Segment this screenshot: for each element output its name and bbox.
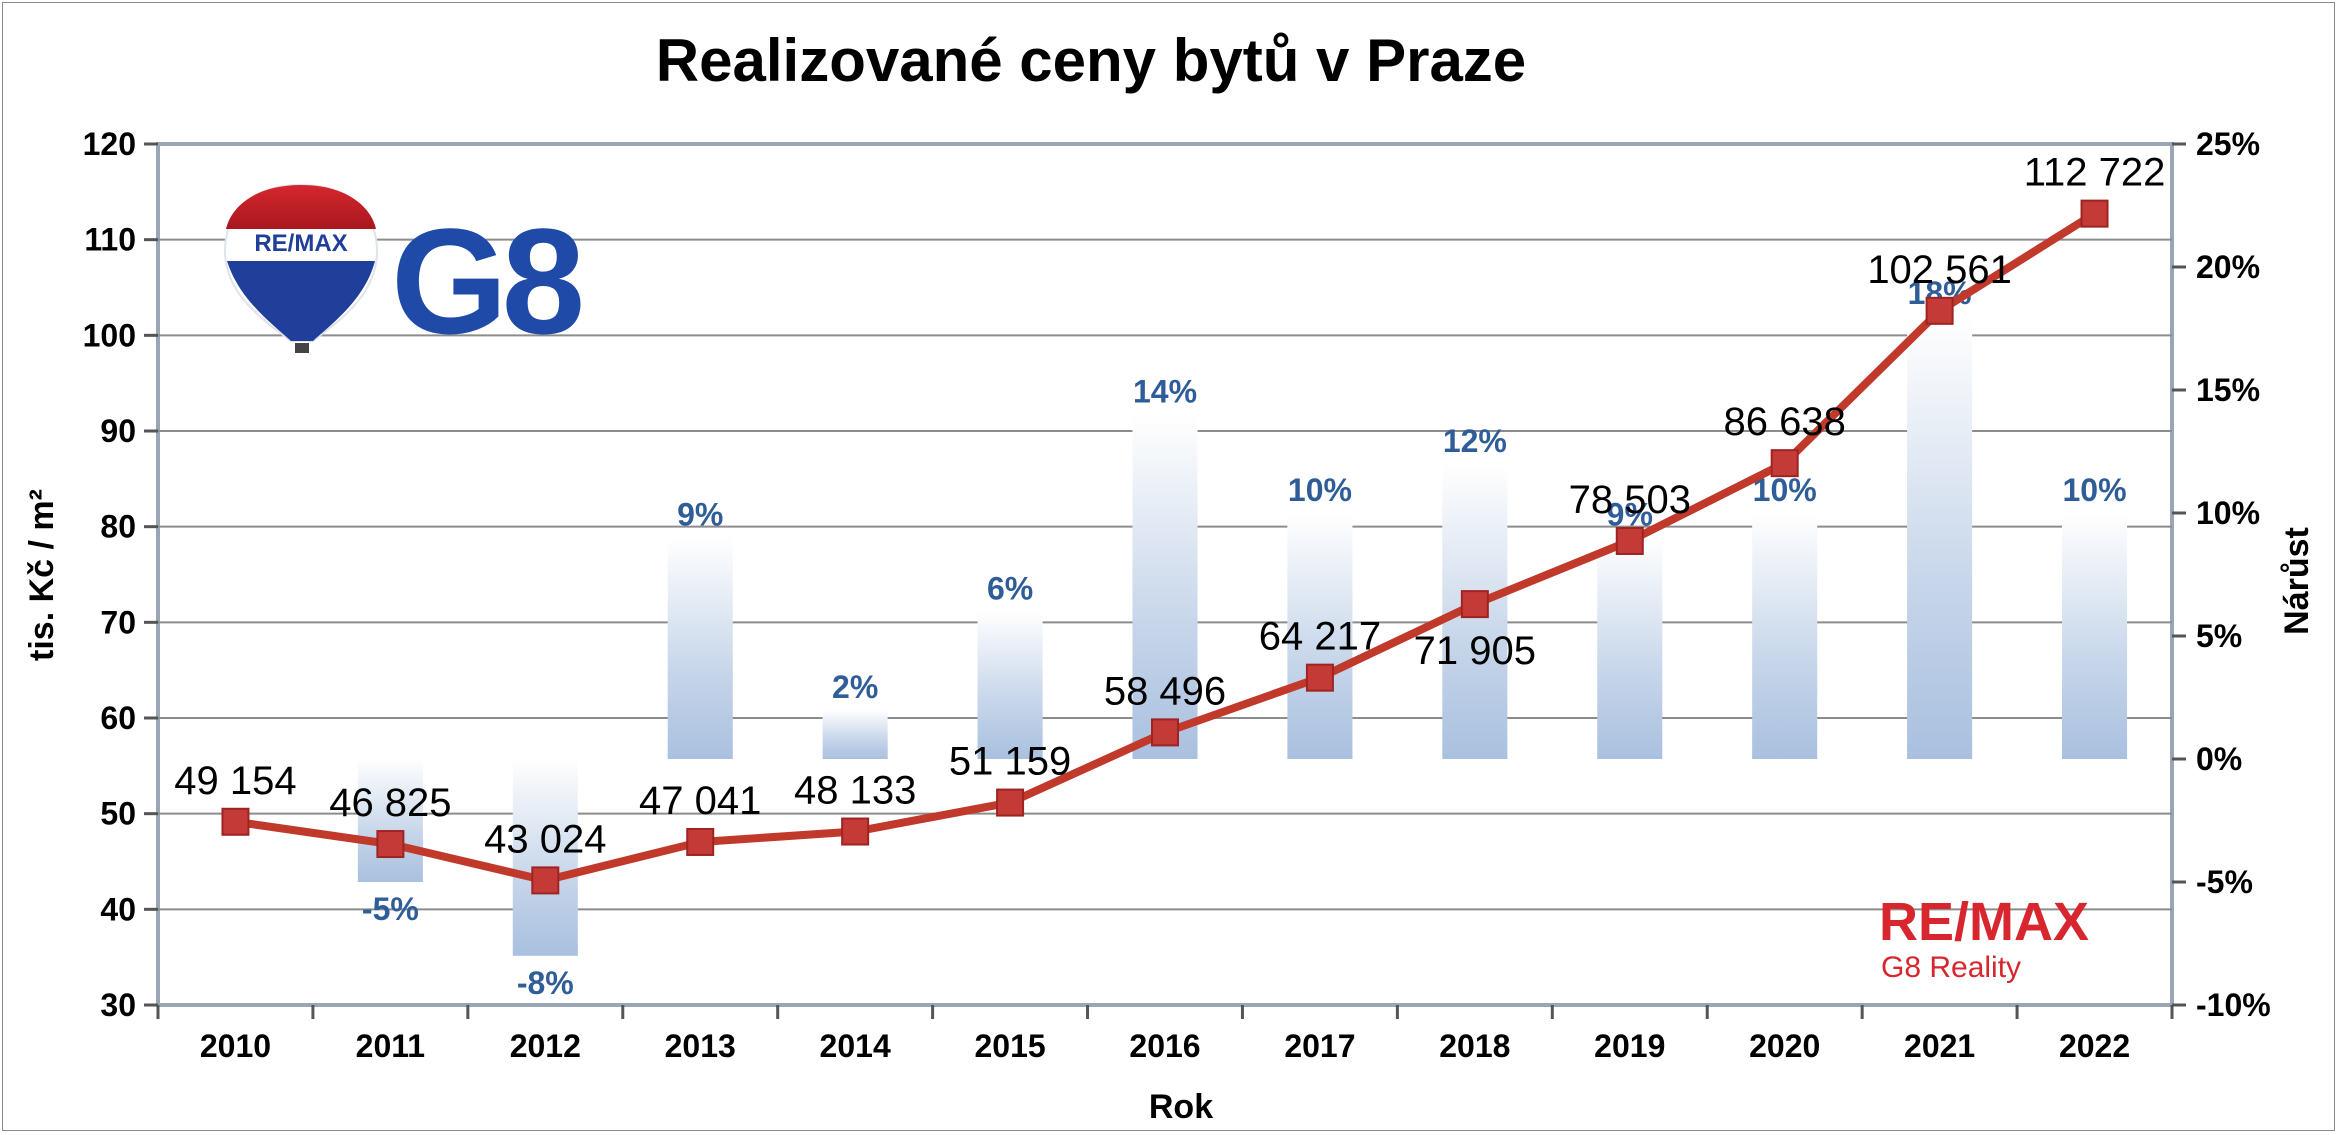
y-left-tick-label: 40 (100, 891, 136, 927)
y-axis-right-label: Nárůst (2278, 527, 2316, 635)
price-marker (841, 817, 870, 846)
y-left-tick-label: 90 (100, 413, 136, 449)
price-label: 47 041 (639, 779, 761, 823)
remax-balloon-logo: RE/MAX (223, 183, 379, 353)
growth-bar (357, 759, 423, 882)
price-label: 64 217 (1259, 615, 1381, 659)
growth-bar (822, 709, 888, 759)
remax-brand-logo: RE/MAX (1879, 892, 2089, 952)
x-tick-label: 2012 (510, 1028, 581, 1064)
price-marker (1615, 526, 1644, 555)
growth-label: 9% (1607, 497, 1653, 533)
growth-bars (357, 316, 2128, 956)
growth-bar (512, 759, 578, 956)
price-marker (531, 866, 560, 895)
x-tick-label: 2021 (1904, 1028, 1975, 1064)
growth-bar (667, 537, 733, 759)
y-left-tick-label: 30 (100, 987, 136, 1023)
price-markers (221, 199, 2109, 895)
price-marker (686, 827, 715, 856)
price-marker (376, 830, 405, 859)
price-label: 46 825 (329, 781, 451, 825)
price-label: 43 024 (484, 817, 606, 861)
price-marker (2080, 199, 2109, 228)
y-left-tick-label: 50 (100, 796, 136, 832)
price-label: 78 503 (1569, 478, 1691, 522)
growth-bar (1597, 537, 1663, 759)
price-label: 51 159 (949, 740, 1071, 784)
x-tick-label: 2018 (1439, 1028, 1510, 1064)
axes: 30 40 50 60 70 80 90 100 110 120 -10% -5% 0% 5% 10% 15%… (83, 126, 2271, 1064)
x-axis-label: Rok (1149, 1088, 1213, 1126)
y-left-tick-label: 120 (83, 126, 136, 162)
x-tick-label: 2014 (820, 1028, 891, 1064)
growth-label: 14% (1133, 374, 1197, 410)
price-label: 48 133 (794, 769, 916, 813)
g8-reality-text: G8 Reality (1881, 951, 2021, 984)
price-marker (1151, 718, 1179, 747)
growth-label: 12% (1443, 423, 1507, 459)
x-tick-label: 2020 (1749, 1028, 1820, 1064)
x-tick-label: 2017 (1284, 1028, 1355, 1064)
g8-logo-text: G8 (391, 197, 581, 365)
x-tick-label: 2013 (665, 1028, 736, 1064)
x-tick-label: 2010 (200, 1028, 271, 1064)
price-marker (1460, 590, 1489, 619)
x-tick-label: 2011 (356, 1028, 425, 1064)
y-right-tick-label: 10% (2196, 495, 2260, 531)
x-tick-label: 2022 (2059, 1028, 2130, 1064)
y-left-tick-label: 100 (83, 317, 136, 353)
growth-bar (1907, 316, 1973, 759)
growth-label: 6% (987, 570, 1033, 606)
price-label: 49 154 (174, 759, 296, 803)
price-label: 86 638 (1724, 400, 1846, 444)
growth-bar (2062, 513, 2128, 759)
x-tick-label: 2015 (974, 1028, 1045, 1064)
growth-label: -5% (362, 891, 419, 927)
chart-title: Realizované ceny bytů v Praze (656, 27, 1526, 94)
growth-label: 10% (1288, 472, 1352, 508)
growth-bar (1132, 414, 1198, 759)
growth-label: -8% (517, 965, 574, 1001)
x-tick-label: 2019 (1594, 1028, 1665, 1064)
y-right-tick-label: -5% (2196, 864, 2253, 900)
price-marker (221, 807, 250, 836)
price-label: 112 722 (2024, 151, 2166, 195)
y-axis-left-label: tis. Kč / m² (23, 489, 61, 661)
y-right-tick-label: 15% (2196, 372, 2260, 408)
y-left-tick-label: 60 (100, 700, 136, 736)
y-left-tick-label: 110 (84, 222, 136, 258)
y-right-tick-label: 0% (2196, 741, 2242, 777)
y-right-tick-label: 25% (2196, 126, 2260, 162)
growth-bar (1752, 513, 1818, 759)
price-label: 71 905 (1414, 629, 1536, 673)
growth-bar (1287, 513, 1353, 759)
growth-bar (977, 611, 1043, 759)
price-marker (1925, 296, 1954, 325)
x-tick-label: 2016 (1129, 1028, 1200, 1064)
price-marker (1305, 663, 1334, 692)
price-labels: 49 154 46 825 43 024 47 041 48 133 51 159 58 4… (174, 151, 2165, 862)
growth-label: 10% (2063, 472, 2127, 508)
price-label: 58 496 (1104, 669, 1226, 713)
y-right-tick-label: 20% (2196, 249, 2260, 285)
y-left-tick-label: 70 (100, 604, 136, 640)
price-marker (1770, 449, 1799, 478)
chart: Realizované ceny bytů v Praze -5% -8% 9% 2%… (23, 27, 2316, 1126)
y-right-tick-label: 5% (2196, 618, 2242, 654)
growth-label: 2% (832, 669, 878, 705)
growth-label: 9% (677, 497, 723, 533)
price-label: 102 561 (1867, 248, 2012, 292)
y-left-tick-label: 80 (100, 509, 136, 545)
growth-labels: -5%-8%9%2%6%14%10%12%9%10%18%10% (362, 275, 2127, 1001)
balloon-brand-text: RE/MAX (254, 230, 347, 257)
price-marker (996, 788, 1025, 817)
y-right-tick-label: -10% (2196, 987, 2271, 1023)
